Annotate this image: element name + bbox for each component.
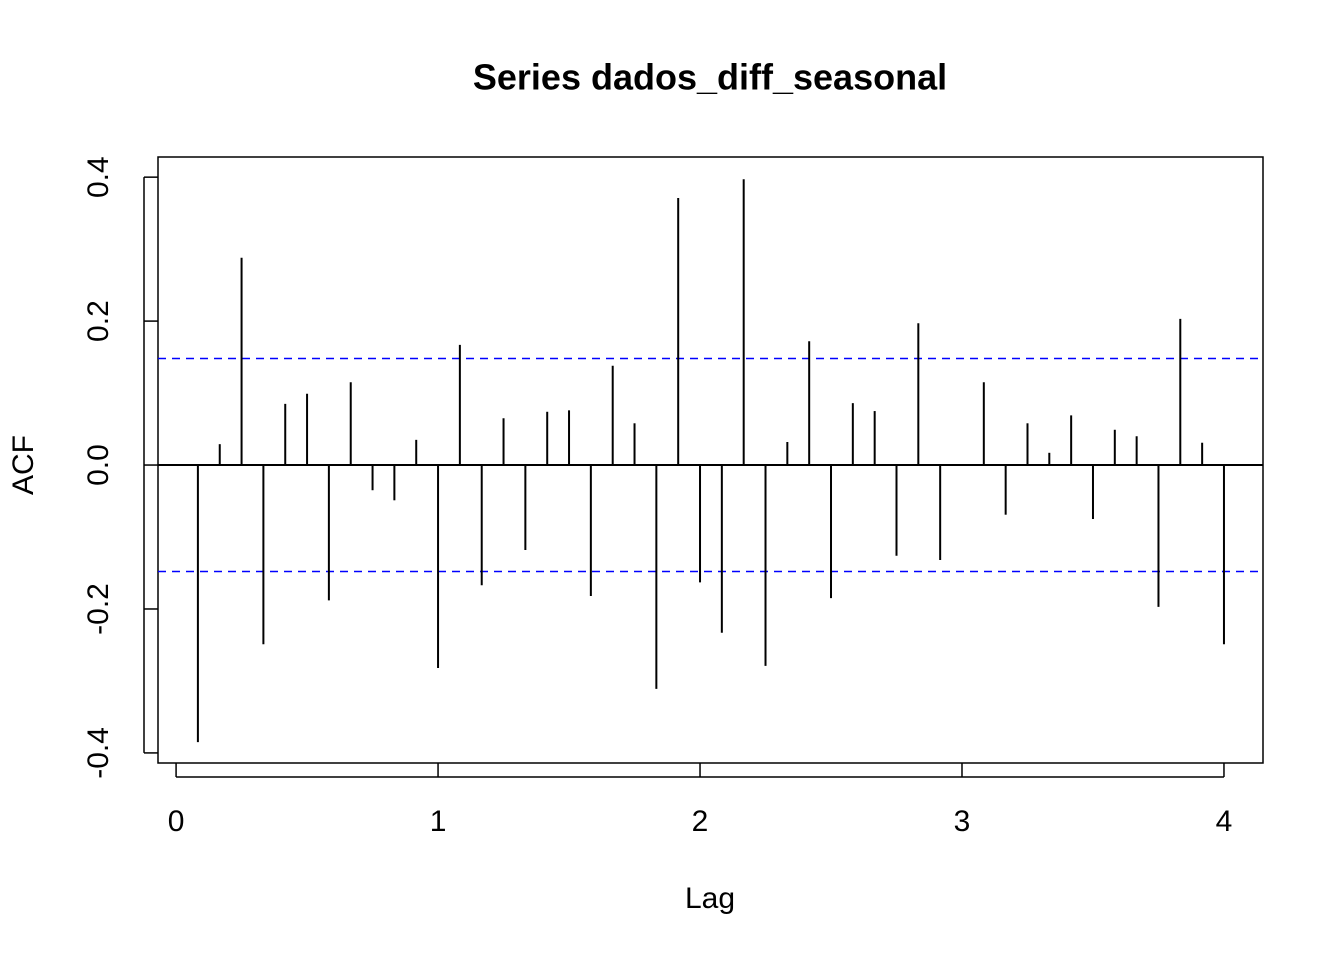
x-axis-label: Lag — [685, 882, 735, 915]
y-tick-label: -0.2 — [82, 583, 115, 635]
y-axis-label: ACF — [7, 435, 40, 495]
x-tick-label: 3 — [954, 805, 971, 838]
x-tick-label: 1 — [430, 805, 447, 838]
x-tick-label: 0 — [168, 805, 185, 838]
plot-box — [157, 156, 1264, 764]
y-tick-label: 0.0 — [82, 444, 115, 486]
x-tick-label: 2 — [692, 805, 709, 838]
x-tick-label: 4 — [1216, 805, 1233, 838]
y-tick-label: -0.4 — [82, 727, 115, 779]
y-tick-label: 0.4 — [82, 156, 115, 198]
chart-title: Series dados_diff_seasonal — [473, 57, 947, 98]
y-tick-label: 0.2 — [82, 300, 115, 342]
